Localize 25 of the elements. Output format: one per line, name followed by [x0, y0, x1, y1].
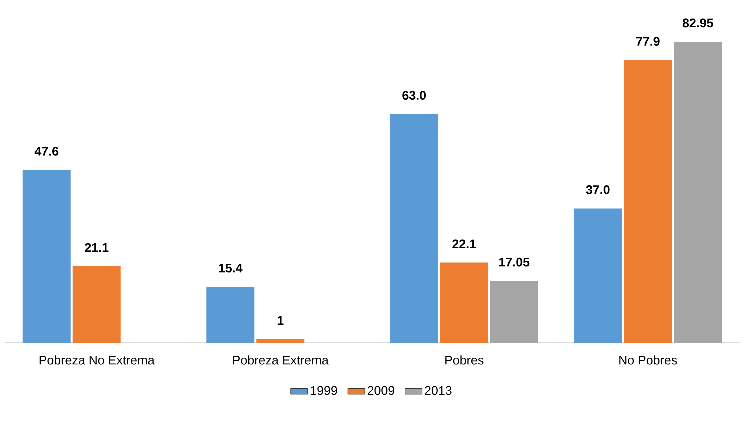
data-label: 77.9	[636, 37, 660, 46]
x-tick-label: Pobres	[446, 356, 484, 365]
bar	[624, 60, 672, 343]
bar	[440, 262, 488, 343]
legend-label: 2013	[425, 386, 452, 396]
legend-label: 2009	[368, 386, 395, 396]
data-label: 21.1	[85, 243, 109, 252]
data-label: 17.05	[500, 258, 530, 267]
bar	[256, 339, 305, 343]
data-label: 82.95	[682, 18, 714, 28]
x-tick-label: No Pobres	[620, 356, 678, 365]
bar	[22, 170, 71, 343]
data-label: 47.6	[34, 147, 59, 156]
bar	[390, 114, 438, 343]
bar	[574, 208, 622, 343]
bar	[206, 287, 255, 343]
data-label: 15.4	[219, 264, 243, 273]
data-label: 63.0	[402, 91, 426, 100]
data-label: 22.1	[452, 240, 476, 248]
x-tick-label: Pobreza No Extrema	[40, 356, 155, 365]
legend-label: 1999	[311, 386, 338, 396]
x-tick-label: Pobreza Extrema	[233, 356, 329, 365]
data-label: 37.0	[586, 185, 610, 194]
bar	[72, 266, 121, 343]
data-label: 1	[278, 316, 284, 326]
